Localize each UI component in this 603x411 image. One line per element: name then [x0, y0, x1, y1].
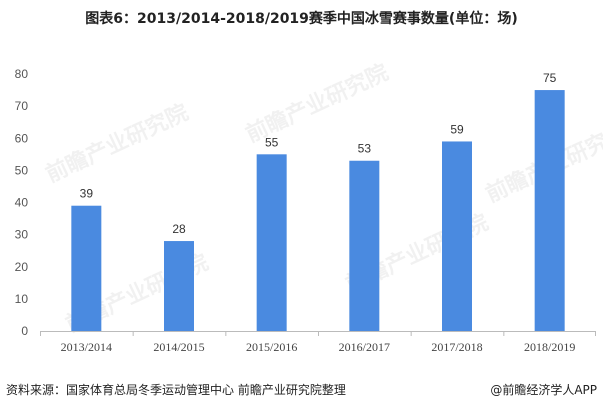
x-tick-label: 2015/2016	[246, 340, 297, 354]
x-tick-label: 2018/2019	[524, 340, 575, 354]
x-tick-label: 2017/2018	[431, 340, 482, 354]
y-tick-label: 60	[15, 131, 29, 145]
y-tick-label: 20	[15, 260, 29, 274]
y-tick-label: 30	[15, 228, 29, 242]
y-tick-label: 80	[15, 67, 29, 81]
x-tick-label: 2014/2015	[153, 340, 204, 354]
bar	[71, 205, 102, 331]
y-tick-label: 70	[15, 99, 29, 113]
chart-title: 图表6：2013/2014-2018/2019赛季中国冰雪赛事数量(单位：场)	[85, 11, 518, 27]
watermark: 前瞻产业研究院	[42, 99, 193, 188]
bar	[349, 160, 380, 331]
bar	[534, 90, 565, 331]
y-tick-label: 40	[15, 196, 29, 210]
source-note: 资料来源：国家体育总局冬季运动管理中心 前瞻产业研究院整理	[6, 383, 346, 397]
x-tick-label: 2013/2014	[61, 340, 112, 354]
data-label: 59	[450, 122, 464, 136]
bar	[442, 141, 472, 331]
y-tick-label: 50	[15, 163, 29, 177]
bar	[256, 154, 287, 331]
data-label: 39	[80, 187, 94, 201]
data-label: 28	[172, 222, 186, 236]
x-tick-label: 2016/2017	[339, 340, 390, 354]
data-label: 53	[358, 142, 372, 156]
brand-label: @前瞻经济学人APP	[490, 383, 597, 397]
y-tick-label: 10	[15, 292, 29, 306]
data-label: 55	[265, 135, 279, 149]
data-label: 75	[543, 71, 557, 85]
bar	[164, 241, 194, 331]
y-tick-label: 0	[21, 324, 28, 338]
